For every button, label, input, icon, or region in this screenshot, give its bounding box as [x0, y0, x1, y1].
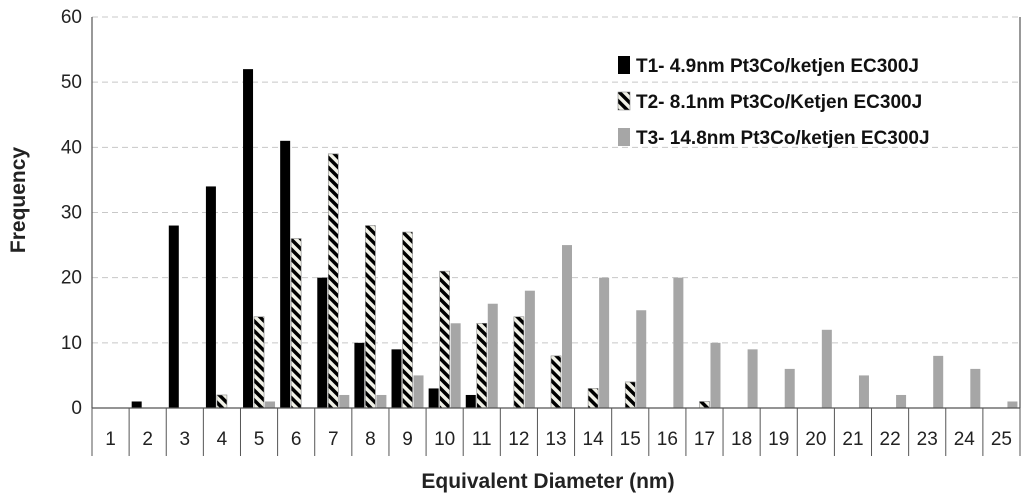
bar-series-3	[673, 277, 684, 408]
x-tick-label: 21	[842, 429, 863, 450]
x-tick-label: 24	[954, 429, 976, 450]
x-tick-label: 11	[472, 429, 492, 450]
bar-series-1	[168, 225, 179, 408]
x-tick-label: 7	[328, 429, 339, 450]
bar-series-3	[747, 349, 758, 408]
x-tick-label: 12	[508, 429, 529, 450]
x-axis-title: Equivalent Diameter (nm)	[421, 470, 674, 493]
bar-series-2	[365, 225, 376, 409]
x-tick-label: 20	[805, 429, 826, 450]
x-tick-label: 16	[657, 429, 678, 450]
x-tick-label: 15	[620, 429, 641, 450]
bar-series-3	[450, 323, 461, 408]
bar-series-2	[476, 322, 488, 409]
bars	[131, 69, 1018, 409]
bar-series-3	[339, 394, 350, 408]
legend-label: T2- 8.1nm Pt3Co/Ketjen EC300J	[636, 92, 922, 113]
x-tick-label: 8	[365, 429, 376, 450]
bar-series-3	[784, 368, 795, 408]
bar-series-3	[1007, 401, 1018, 408]
bar-series-1	[354, 342, 365, 408]
y-tick-label: 10	[61, 333, 82, 354]
bar-series-2	[327, 153, 339, 409]
legend-label: T1- 4.9nm Pt3Co/ketjen EC300J	[636, 56, 919, 77]
bar-series-2	[624, 381, 636, 409]
y-tick-label: 40	[61, 137, 82, 158]
bar-series-2	[290, 238, 302, 409]
bar-series-2	[587, 388, 599, 409]
x-tick-label: 10	[434, 429, 455, 450]
bar-series-2	[550, 355, 562, 409]
bar-series-3	[562, 245, 572, 408]
x-tick-label: 18	[731, 429, 752, 450]
y-tick-label: 50	[61, 72, 82, 93]
bar-series-3	[858, 375, 869, 408]
x-tick-label: 4	[217, 429, 228, 450]
bar-series-1	[243, 69, 254, 408]
legend: T1- 4.9nm Pt3Co/ketjen EC300J T2- 8.1nm P…	[617, 56, 930, 149]
bar-series-1	[131, 401, 142, 408]
bar-series-1	[205, 186, 216, 408]
y-tick-label: 0	[71, 398, 82, 419]
bar-series-3	[970, 368, 981, 408]
bar-series-1	[391, 349, 402, 408]
y-axis-title: Frequency	[7, 147, 30, 254]
x-tick-label: 17	[694, 429, 715, 450]
bar-series-3	[636, 310, 647, 408]
bar-series-3	[487, 303, 498, 408]
bar-series-3	[413, 375, 424, 408]
x-tick-label: 2	[142, 429, 153, 450]
y-tick-label: 30	[61, 203, 82, 224]
legend-swatch	[617, 91, 631, 111]
x-tick-label: 9	[402, 429, 413, 450]
x-tick-label: 22	[880, 429, 901, 450]
x-tick-label: 19	[768, 429, 789, 450]
bar-series-2	[699, 401, 710, 409]
bar-series-3	[821, 329, 832, 408]
x-tick-label: 5	[254, 429, 265, 450]
x-tick-label: 23	[917, 429, 938, 450]
x-tick-label: 25	[991, 429, 1012, 450]
x-tick-label: 3	[180, 429, 191, 450]
bar-series-3	[933, 355, 944, 408]
y-tick-label: 60	[61, 7, 82, 28]
bar-series-3	[265, 401, 276, 408]
x-tick-label: 1	[105, 429, 116, 450]
bar-series-3	[896, 394, 907, 408]
y-tick-label: 20	[61, 268, 82, 289]
legend-swatch	[618, 56, 630, 74]
bar-series-3	[524, 290, 535, 408]
bar-series-1	[428, 388, 439, 408]
legend-swatch	[618, 128, 630, 146]
x-tick-label: 14	[583, 429, 605, 450]
bar-series-3	[599, 277, 610, 408]
bar-series-3	[376, 394, 387, 408]
bar-series-3	[710, 342, 721, 408]
bar-series-2	[402, 231, 413, 409]
bar-series-1	[465, 394, 476, 408]
bar-series-2	[439, 270, 450, 409]
bar-series-1	[280, 140, 291, 409]
legend-label: T3- 14.8nm Pt3Co/ketjen EC300J	[636, 128, 930, 149]
bar-series-2	[513, 316, 525, 409]
x-tick-label: 13	[545, 429, 566, 450]
bar-series-2	[216, 394, 228, 409]
x-tick-label: 6	[291, 429, 302, 450]
bar-series-2	[253, 316, 265, 409]
bar-series-1	[317, 277, 328, 408]
